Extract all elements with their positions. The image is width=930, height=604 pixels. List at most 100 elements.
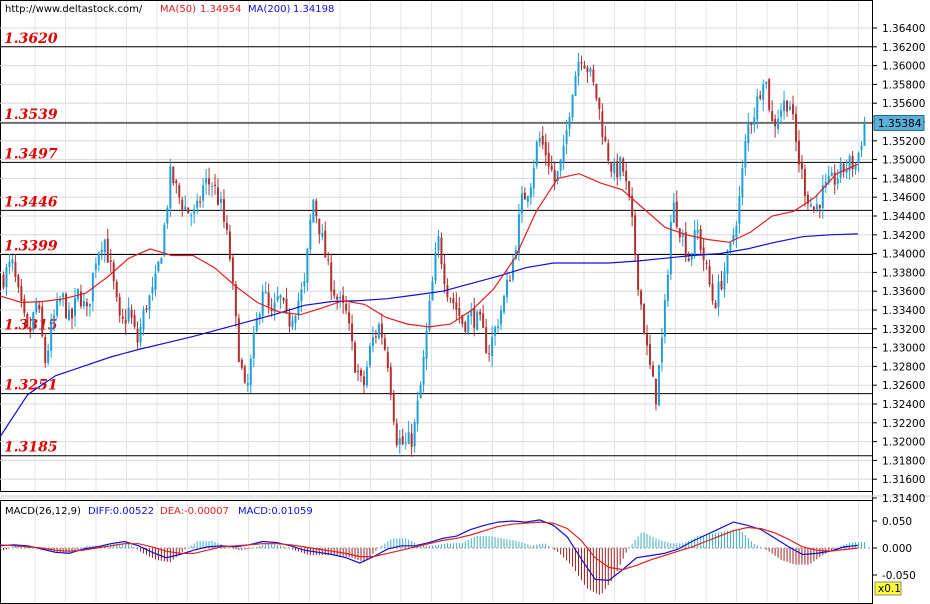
candle-body xyxy=(526,196,529,202)
level-label: 1.3539 xyxy=(4,107,58,123)
candle-body xyxy=(833,172,836,185)
candle-body xyxy=(115,281,118,298)
level-label: 1.3497 xyxy=(4,146,58,162)
candle-body xyxy=(631,195,634,217)
ma50-value: 1.34954 xyxy=(200,4,241,15)
candle-body xyxy=(38,304,41,310)
candle-body xyxy=(219,198,222,203)
candle-body xyxy=(640,290,643,305)
candle-body xyxy=(157,261,160,272)
candle-body xyxy=(166,207,169,224)
candle-body xyxy=(744,141,747,168)
candle-body xyxy=(368,346,371,366)
candle-body xyxy=(505,280,508,298)
price-tick-label: 1.36000 xyxy=(882,61,925,73)
candle-body xyxy=(181,199,184,210)
candle-body xyxy=(684,231,687,258)
candle-body xyxy=(208,178,211,185)
candle-body xyxy=(491,336,494,356)
candle-body xyxy=(532,167,535,189)
candle-body xyxy=(380,323,383,338)
candle-body xyxy=(464,322,467,332)
candle-body xyxy=(479,311,482,315)
candle-body xyxy=(94,263,97,271)
candle-body xyxy=(500,310,503,324)
candle-body xyxy=(124,320,127,324)
price-tick-label: 1.34800 xyxy=(882,173,925,185)
candle-body xyxy=(261,291,264,316)
candle-body xyxy=(336,296,339,300)
candle-body xyxy=(663,300,666,337)
candle-body xyxy=(291,320,294,328)
price-tick-label: 1.33600 xyxy=(882,286,925,298)
candle-body xyxy=(139,326,142,343)
level-label: 1.3620 xyxy=(4,31,58,47)
price-tick-label: 1.32200 xyxy=(882,418,925,430)
candle-body xyxy=(300,289,303,302)
candle-body xyxy=(511,259,514,280)
candle-body xyxy=(783,100,786,112)
candle-body xyxy=(747,122,750,144)
candle-body xyxy=(488,353,491,355)
candle-body xyxy=(672,202,675,223)
candle-body xyxy=(839,162,842,178)
candle-body xyxy=(416,400,419,424)
candle-body xyxy=(365,366,368,386)
price-tick-label: 1.36200 xyxy=(882,42,925,54)
price-tick-label: 1.34000 xyxy=(882,249,925,261)
price-tick-label: 1.33000 xyxy=(882,343,925,355)
candle-body xyxy=(756,96,759,120)
candle-body xyxy=(616,161,619,178)
candle-body xyxy=(44,337,47,364)
candle-body xyxy=(172,166,175,184)
candle-body xyxy=(589,68,592,72)
candle-body xyxy=(476,311,479,331)
candle-body xyxy=(577,61,580,77)
candle-body xyxy=(556,170,559,182)
candle-body xyxy=(351,323,354,342)
price-tick-label: 1.31600 xyxy=(882,474,925,486)
level-label: 1.3251 xyxy=(4,378,58,394)
candle-body xyxy=(348,312,351,324)
candle-body xyxy=(529,187,532,198)
candle-body xyxy=(625,170,628,182)
price-tick-label: 1.35600 xyxy=(882,98,925,110)
candle-body xyxy=(452,298,455,304)
candle-body xyxy=(851,155,854,170)
candle-body xyxy=(830,172,833,177)
candle-body xyxy=(339,296,342,299)
candle-body xyxy=(118,296,121,316)
candle-body xyxy=(20,286,23,302)
ma200-value: 1.34198 xyxy=(293,4,334,15)
candle-body xyxy=(330,262,333,292)
candle-body xyxy=(762,84,765,101)
candle-body xyxy=(708,266,711,285)
vertical-gridlines xyxy=(34,1,859,603)
candle-body xyxy=(199,201,202,203)
candle-body xyxy=(860,145,863,151)
candle-body xyxy=(607,143,610,161)
candle-body xyxy=(130,309,133,318)
price-tick-label: 1.34200 xyxy=(882,230,925,242)
candle-body xyxy=(610,163,613,172)
candle-body xyxy=(818,204,821,209)
candle-body xyxy=(190,215,193,217)
candle-body xyxy=(422,356,425,385)
candle-body xyxy=(2,274,5,288)
macd-macd-value: MACD:0.01059 xyxy=(238,506,313,517)
candle-body xyxy=(812,206,815,212)
candle-body xyxy=(780,110,783,117)
candle-body xyxy=(634,215,637,256)
candle-body xyxy=(446,285,449,298)
candle-body xyxy=(595,83,598,99)
candle-body xyxy=(217,187,219,205)
candle-body xyxy=(389,367,392,396)
candle-body xyxy=(214,184,217,186)
candle-body xyxy=(467,315,470,334)
candle-body xyxy=(777,118,780,130)
candle-body xyxy=(246,382,249,386)
candle-body xyxy=(649,344,651,365)
candle-body xyxy=(354,342,357,373)
candle-body xyxy=(503,296,506,313)
candle-body xyxy=(789,106,792,111)
